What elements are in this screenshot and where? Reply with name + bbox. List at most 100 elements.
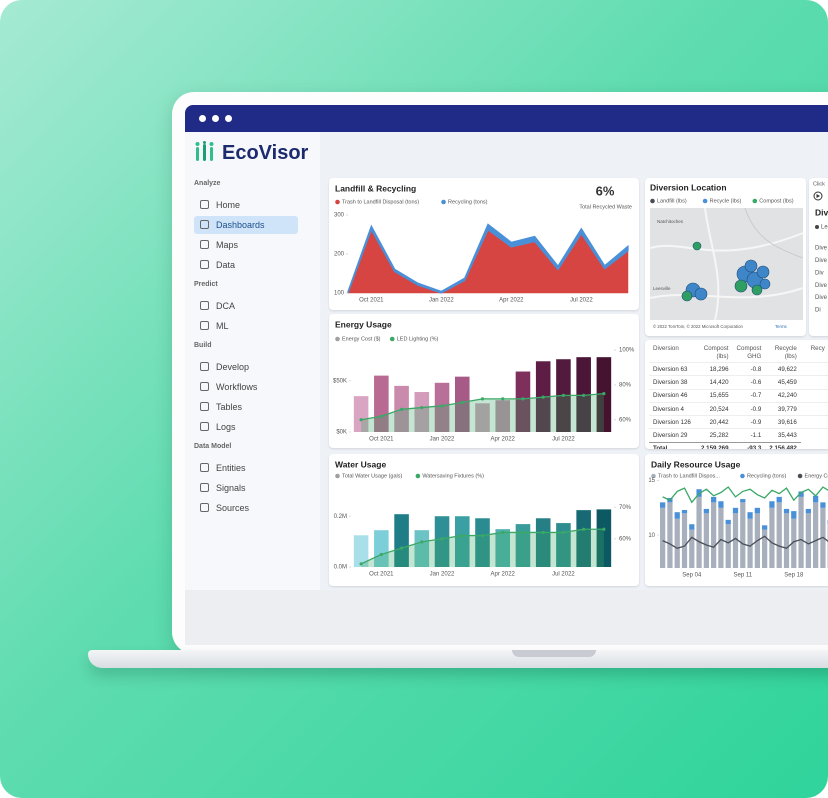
bar (681, 513, 688, 568)
legend-label: Watersaving Fixtures (%) (422, 473, 484, 479)
row-label: Dive (815, 246, 828, 252)
cell: Diversion 4 (649, 401, 697, 416)
nav-item[interactable]: Develop (194, 358, 298, 376)
table-row: Diversion 38 14,420 -0.6 45,459 (649, 375, 828, 390)
bar (740, 499, 746, 503)
bar (454, 376, 470, 432)
kpi-label: Total Recycled Waste (579, 204, 632, 210)
line-dot (480, 533, 485, 538)
marker (681, 290, 693, 302)
column-header: Recy (810, 345, 825, 352)
marker (759, 278, 771, 290)
cell: -0.8 (732, 361, 766, 376)
nav-item[interactable]: Data (194, 256, 298, 274)
nav-item[interactable]: DCA (194, 297, 298, 315)
bar (434, 516, 450, 567)
bar (732, 507, 739, 514)
road (744, 207, 804, 259)
landfill-panel: Landfill & Recycling 6% Total Recycled Was… (329, 178, 639, 310)
legend-label: Total Water Usage (gals) (342, 473, 402, 479)
bar (703, 508, 709, 514)
bar (791, 511, 797, 519)
legend-dot (740, 473, 745, 479)
cell: 49,622 (765, 361, 801, 376)
legend-label: Compost (lbs) (759, 198, 793, 204)
bar (820, 502, 826, 508)
marker (756, 265, 770, 279)
cell (800, 415, 828, 429)
nav-item[interactable]: Home (194, 196, 298, 214)
cell: Diversion 126 (649, 415, 697, 429)
bar (660, 507, 666, 568)
cell: 39,779 (765, 401, 801, 416)
tick-label: 0.0M (334, 565, 347, 571)
line-dot (440, 537, 444, 541)
cell: -0.9 (732, 415, 766, 429)
window-bar (185, 105, 828, 132)
line-dot (440, 404, 444, 408)
nav-item[interactable]: Entities (194, 459, 298, 477)
nav-icon (200, 200, 209, 209)
logo-text: EcoVisor (222, 142, 309, 164)
nav-icon (200, 483, 209, 492)
terms-link[interactable]: Terms (775, 324, 787, 329)
cell: -0.6 (732, 375, 766, 390)
cell: -1.1 (732, 428, 766, 443)
bar (718, 507, 724, 568)
nav-item[interactable]: Dashboards (194, 216, 298, 234)
legend-label: LED Lighting (%) (397, 336, 439, 342)
place-label: Natchitoches (657, 219, 684, 224)
line (662, 535, 828, 550)
bar (596, 509, 612, 567)
line (662, 486, 828, 504)
bar (667, 502, 673, 568)
line-dot (501, 397, 505, 401)
bar (747, 518, 753, 568)
line-dot (582, 527, 586, 531)
legend-dot (335, 473, 340, 479)
table-row: Diversion 4 20,524 -0.9 39,779 (649, 401, 828, 416)
x-tick-label: Jan 2022 (429, 298, 454, 304)
play-button[interactable] (813, 191, 823, 201)
area (347, 223, 629, 294)
x-tick-label: Sep 18 (784, 573, 804, 579)
x-tick-label: Apr 2022 (491, 437, 516, 443)
bar (747, 512, 753, 519)
bar (725, 519, 731, 525)
nav-item[interactable]: Logs (194, 418, 298, 436)
nav-label: Data (216, 260, 236, 270)
line-dot (541, 530, 545, 535)
line-dot (561, 393, 566, 397)
panel-title: Landfill & Recycling (335, 183, 416, 193)
nav-item[interactable]: Workflows (194, 378, 298, 396)
road (649, 207, 804, 321)
nav-label: Develop (216, 362, 250, 372)
line-dot (521, 397, 525, 401)
legend-label: Energy Cost ($) (805, 473, 828, 479)
nav-label: Signals (216, 483, 246, 493)
marker (694, 287, 708, 301)
section-label: Data Model (194, 443, 232, 450)
nav-item[interactable]: Signals (194, 479, 298, 497)
nav-item[interactable]: ML (194, 317, 298, 335)
bar (783, 513, 790, 568)
nav-item[interactable]: Tables (194, 398, 298, 416)
bar (696, 496, 702, 568)
line-dot (460, 400, 464, 404)
cell (800, 401, 828, 416)
bar (414, 530, 430, 567)
nav-label: Entities (216, 463, 246, 473)
nav-icon (200, 220, 209, 229)
nav-icon (200, 301, 209, 310)
column-header: Diversion (653, 345, 679, 352)
laptop-base (88, 650, 828, 668)
nav-item[interactable]: Sources (194, 499, 298, 517)
bar (556, 523, 571, 567)
nav-label: Dashboards (216, 220, 265, 230)
nav-item[interactable]: Maps (194, 236, 298, 254)
bar (576, 510, 591, 567)
legend-label: Recycling (tons) (448, 199, 488, 205)
line-dot (359, 562, 363, 566)
kpi-value: 6% (596, 183, 615, 198)
